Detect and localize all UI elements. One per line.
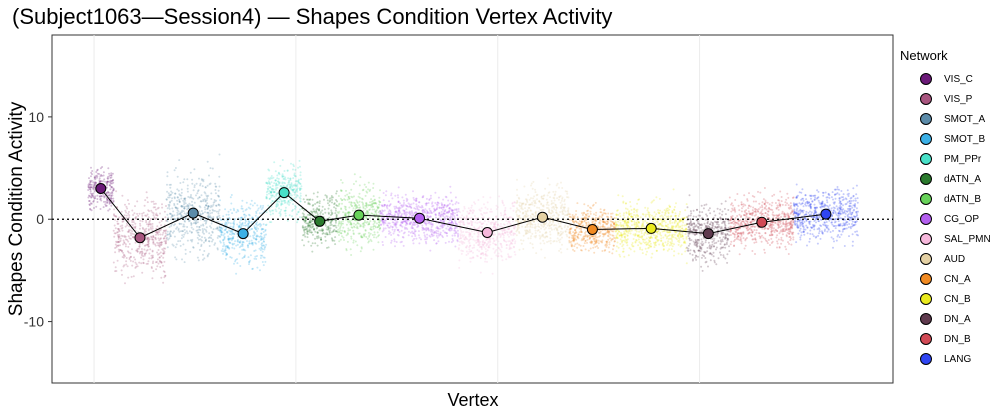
legend-label: SMOT_A [944,113,986,125]
legend-item-pm-ppr: PM_PPr [900,149,996,169]
mean-marker-pm-ppr [278,187,290,199]
mean-marker-vis-c [95,183,107,194]
legend-item-vis-p: VIS_P [900,89,996,109]
y-axis: 10 0 -10 [24,109,52,330]
mean-marker-vis-p [134,232,146,244]
legend-swatch [920,273,932,285]
mean-marker-aud [537,211,548,223]
legend-item-cg-op: CG_OP [900,209,996,229]
legend-title: Network [900,48,948,63]
network-means [95,183,832,244]
legend-item-dn-b: DN_B [900,329,996,349]
mean-marker-dn-b [756,216,768,228]
mean-marker-smot-a [187,207,199,219]
legend-swatch [920,213,932,225]
mean-marker-datn-a [314,215,326,227]
points-lang [792,183,859,249]
legend-items: VIS_C VIS_P SMOT_A SMOT_B PM_PPr dATN_A dATN_B… [900,69,996,369]
legend-item-aud: AUD [900,249,996,269]
chart-title: (Subject1063—Session4) — Shapes Conditio… [12,4,613,29]
legend-item-dn-a: DN_A [900,309,996,329]
points-dn-b [728,187,795,256]
mean-marker-dn-a [702,228,714,240]
legend-label: CN_B [944,293,971,305]
legend-item-vis-c: VIS_C [900,69,996,89]
legend-swatch [920,233,932,245]
legend-label: PM_PPr [944,153,982,165]
scatter-points [87,153,859,285]
y-tick-label: 10 [28,109,44,125]
legend-label: DN_B [944,333,971,345]
legend-swatch [920,353,932,365]
legend-swatch [920,293,932,305]
legend-item-datn-a: dATN_A [900,169,996,189]
legend-swatch [920,333,932,345]
mean-marker-cg-op [414,212,425,224]
mean-marker-cn-a [586,224,598,235]
points-aud [514,177,571,259]
points-cn-a [568,201,617,255]
points-datn-a [301,190,339,253]
x-axis-label: Vertex [447,390,498,410]
legend-item-lang: LANG [900,349,996,369]
mean-marker-datn-b [353,209,365,221]
legend-label: dATN_A [944,173,982,185]
legend-item-smot-b: SMOT_B [900,129,996,149]
legend-label: SMOT_B [944,133,986,145]
y-tick-label: 0 [36,211,44,227]
mean-marker-cn-b [645,222,657,234]
points-datn-b [336,173,382,256]
legend-label: VIS_P [944,93,973,105]
legend-swatch [920,113,932,125]
legend-swatch [920,133,932,145]
grid-lines [93,35,701,383]
legend-swatch [920,253,932,265]
y-tick-label: -10 [24,314,44,330]
legend: Network VIS_C VIS_P SMOT_A SMOT_B PM_PPr dATN… [900,48,996,369]
y-axis-label: Shapes Condition Activity [6,101,27,316]
legend-item-smot-a: SMOT_A [900,109,996,129]
mean-marker-sal-pmn [481,227,493,238]
legend-item-cn-b: CN_B [900,289,996,309]
legend-item-cn-a: CN_A [900,269,996,289]
legend-swatch [920,313,932,325]
legend-label: SAL_PMN [944,233,991,245]
legend-label: DN_A [944,313,971,325]
legend-item-sal-pmn: SAL_PMN [900,229,996,249]
legend-label: CG_OP [944,213,980,225]
mean-marker-smot-b [237,228,249,240]
legend-label: CN_A [944,273,971,285]
legend-swatch [920,173,932,185]
legend-swatch [920,153,932,165]
mean-marker-lang [820,208,832,220]
points-cg-op [379,185,460,252]
points-cn-b [614,188,688,265]
legend-item-datn-b: dATN_B [900,189,996,209]
plot-panel [51,34,894,384]
legend-label: VIS_C [944,73,973,85]
legend-swatch [920,73,932,85]
legend-label: AUD [944,253,966,265]
legend-swatch [920,193,932,205]
legend-label: dATN_B [944,193,982,205]
legend-label: LANG [944,353,972,365]
legend-swatch [920,93,932,105]
